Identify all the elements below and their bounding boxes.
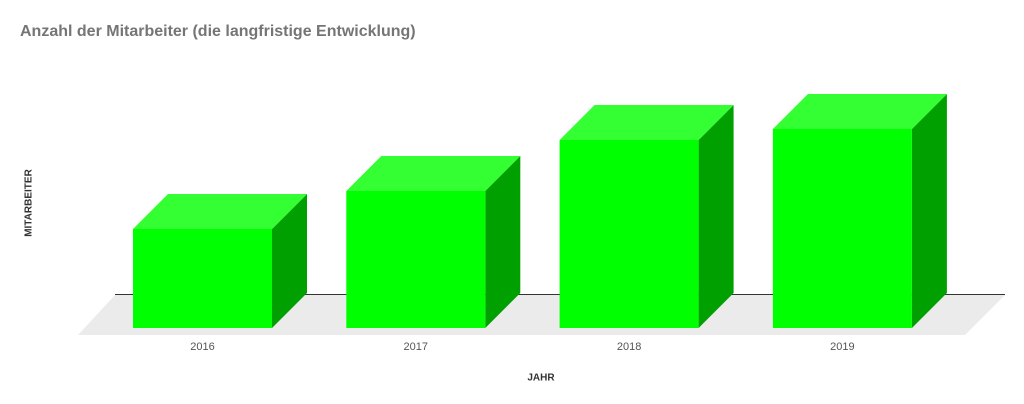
bar-side (911, 94, 947, 328)
bar-top (559, 105, 734, 140)
bar-top (133, 194, 307, 229)
bar (346, 191, 486, 328)
x-axis-label: JAHR (527, 373, 555, 384)
x-tick-label: 2018 (617, 341, 641, 353)
bar (559, 140, 699, 328)
bar (772, 129, 912, 328)
bar-side (698, 105, 734, 328)
bar (133, 229, 272, 328)
bar-side (485, 156, 521, 328)
x-tick-label: 2019 (830, 341, 854, 353)
x-tick-label: 2017 (404, 341, 428, 353)
bar-side (272, 194, 307, 328)
bar-top (772, 94, 947, 129)
bar-top (346, 156, 521, 191)
y-axis-label: MITARBEITER (24, 168, 35, 236)
x-tick-label: 2016 (190, 341, 214, 353)
chart-title: Anzahl der Mitarbeiter (die langfristige… (20, 23, 416, 40)
